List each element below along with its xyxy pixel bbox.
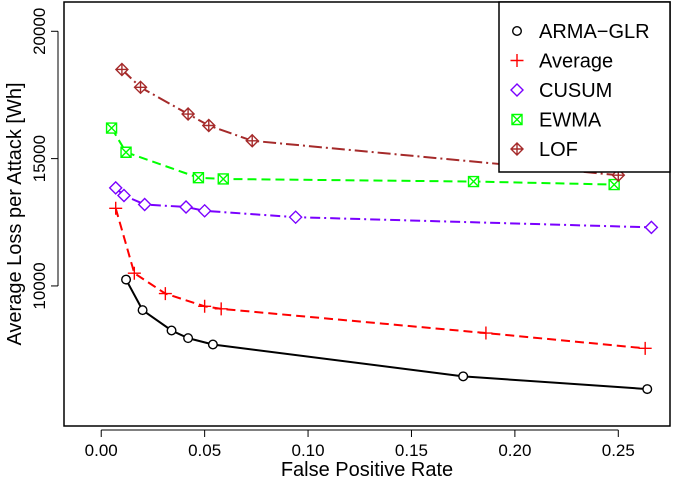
- series-3: [105, 122, 620, 191]
- series-layer: [105, 62, 659, 395]
- legend-item: Average: [510, 51, 613, 73]
- x-tick-label: 0.15: [395, 441, 428, 460]
- data-point: [467, 175, 480, 188]
- data-point: [120, 146, 132, 158]
- data-point: [638, 341, 652, 355]
- legend-label: Average: [539, 51, 613, 73]
- y-tick-label: 10000: [30, 262, 49, 309]
- data-point: [137, 305, 148, 316]
- legend-item: EWMA: [511, 110, 602, 132]
- plot-frame: [63, 1, 671, 427]
- series-line: [115, 187, 652, 229]
- series-line: [114, 207, 646, 350]
- data-point: [133, 80, 148, 95]
- legend-item: ARMA−GLR: [512, 21, 650, 43]
- series-0: [121, 274, 653, 395]
- data-point: [207, 339, 218, 350]
- data-point: [198, 299, 212, 313]
- data-point: [217, 173, 229, 185]
- data-point: [245, 133, 260, 148]
- series-line: [125, 279, 648, 391]
- data-point: [181, 107, 196, 122]
- data-point: [192, 172, 205, 184]
- data-point: [214, 302, 228, 316]
- x-tick-label: 0.00: [85, 441, 118, 460]
- x-axis-title: False Positive Rate: [281, 459, 453, 481]
- data-point: [608, 178, 620, 191]
- legend: ARMA−GLR Average CUSUM EWMA LOF: [498, 1, 671, 173]
- data-point: [183, 333, 194, 344]
- data-point: [108, 180, 123, 195]
- data-point: [114, 62, 129, 77]
- data-point: [644, 220, 659, 235]
- y-axis-title: Average Loss per Attack [Wh]: [4, 82, 26, 345]
- legend-item: CUSUM: [510, 80, 612, 102]
- legend-label: EWMA: [539, 110, 602, 132]
- y-axis: 10000 15000 20000: [30, 8, 59, 310]
- data-point: [116, 188, 131, 203]
- x-tick-label: 0.05: [188, 441, 221, 460]
- legend-marker: [510, 54, 524, 67]
- data-point: [121, 274, 132, 285]
- data-point: [105, 122, 118, 134]
- legend-marker: [511, 113, 523, 126]
- x-tick-label: 0.10: [292, 441, 325, 460]
- y-tick-label: 15000: [30, 135, 49, 182]
- legend-marker: [510, 142, 524, 156]
- legend-marker: [510, 83, 524, 97]
- legend-label: CUSUM: [539, 80, 612, 102]
- legend-marker: [512, 26, 523, 37]
- series-4: [114, 62, 626, 183]
- data-point: [137, 197, 152, 212]
- data-point: [109, 201, 123, 215]
- y-tick-label: 20000: [30, 8, 49, 55]
- series-2: [108, 180, 659, 235]
- legend-box: [498, 1, 671, 173]
- data-point: [197, 203, 212, 218]
- data-point: [166, 325, 177, 336]
- legend-label: LOF: [539, 139, 578, 161]
- data-point: [479, 326, 493, 340]
- data-point: [458, 371, 469, 382]
- legend-label: ARMA−GLR: [539, 21, 650, 43]
- x-axis: 0.00 0.05 0.10 0.15 0.20 0.25: [85, 429, 635, 460]
- legend-item: LOF: [510, 139, 578, 161]
- series-line: [110, 127, 615, 186]
- x-tick-label: 0.25: [602, 441, 635, 460]
- data-point: [642, 384, 653, 395]
- data-point: [179, 200, 194, 214]
- data-point: [158, 287, 172, 301]
- data-point: [201, 118, 216, 133]
- data-point: [127, 266, 141, 280]
- series-1: [109, 201, 652, 355]
- x-tick-label: 0.20: [498, 441, 531, 460]
- data-point: [288, 210, 303, 225]
- series-line: [121, 68, 619, 177]
